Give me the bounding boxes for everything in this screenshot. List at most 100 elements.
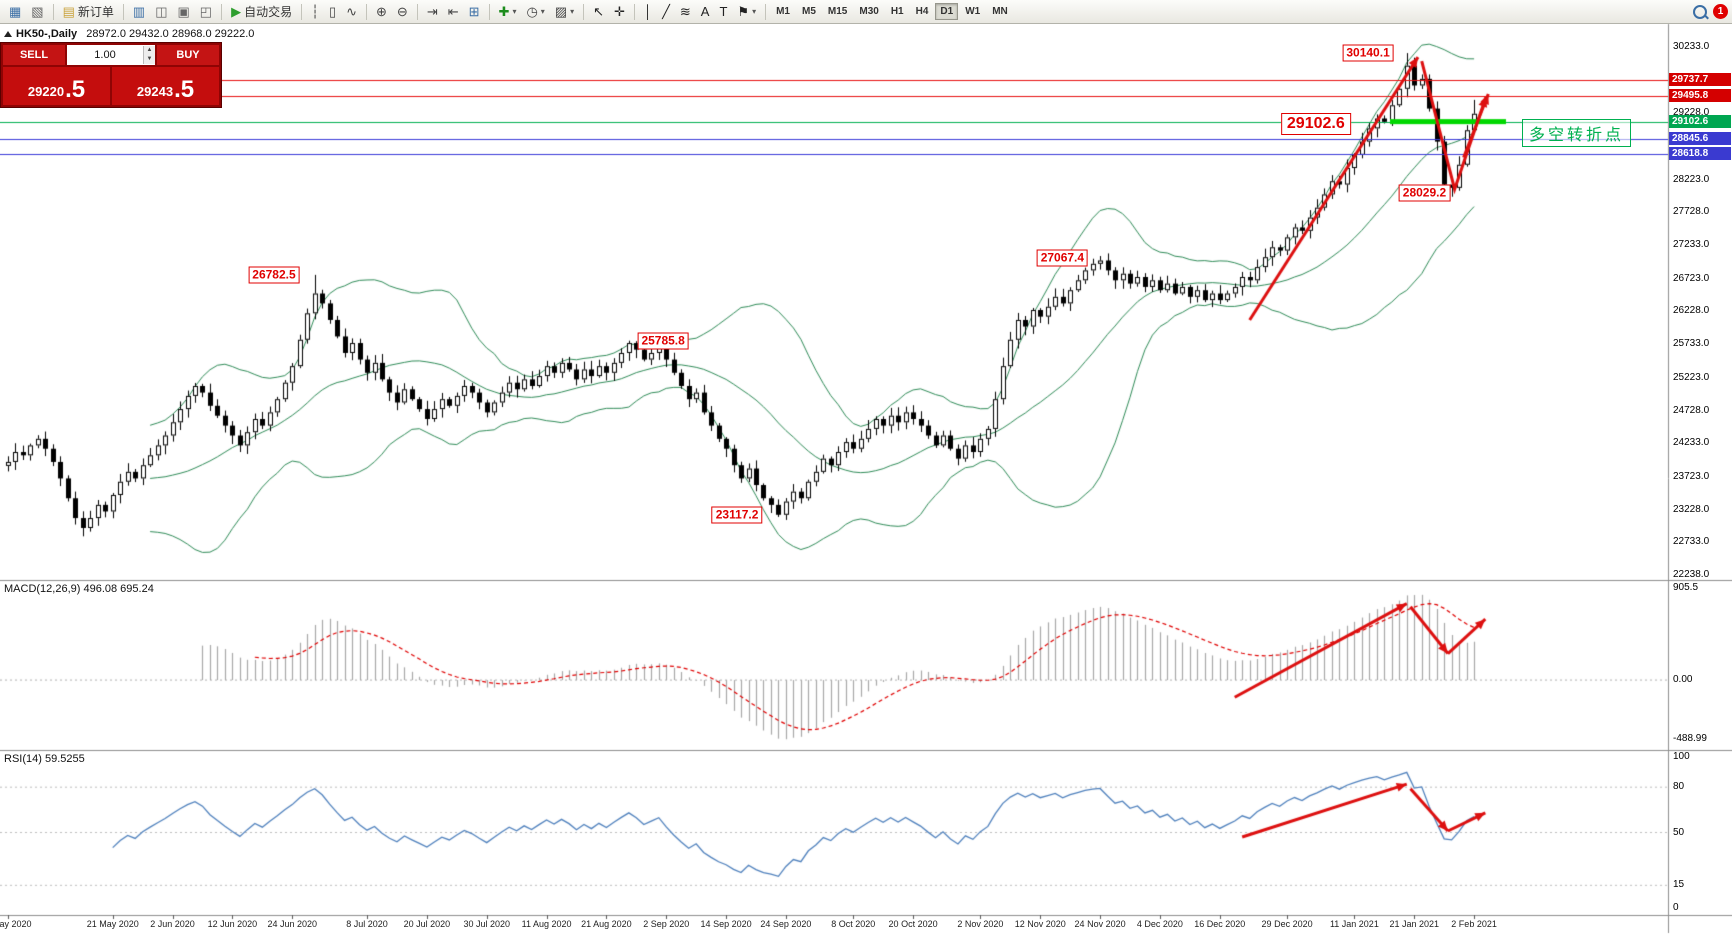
sell-button[interactable]: SELL — [3, 45, 65, 65]
timeframe-m30-button[interactable]: M30 — [859, 6, 879, 17]
navigator-button[interactable]: ▣ — [173, 3, 195, 21]
chart-candles-button[interactable]: ▯ — [324, 3, 341, 21]
date-axis-label: 30 Jul 2020 — [463, 919, 510, 929]
price-axis-tick: 27233.0 — [1673, 239, 1710, 251]
crosshair-button[interactable]: ✛ — [609, 3, 630, 21]
cursor-button[interactable]: ↖ — [588, 3, 609, 21]
chart-line-button[interactable]: ∿ — [341, 3, 362, 21]
new-chart-button[interactable]: ▦ — [4, 3, 26, 21]
date-axis-label: 4 Dec 2020 — [1136, 919, 1183, 929]
price-axis-tick: 22733.0 — [1673, 536, 1710, 548]
volume-down-icon[interactable]: ▼ — [144, 55, 155, 64]
zoom-in-button[interactable]: ⊕ — [371, 3, 392, 21]
one-click-collapse-button[interactable] — [4, 31, 12, 37]
volume-stepper[interactable]: ▲ ▼ — [143, 46, 155, 64]
timeframe-w1-button[interactable]: W1 — [965, 6, 981, 17]
price-level-badge[interactable]: 29737.7 — [1669, 73, 1731, 87]
buy-button[interactable]: BUY — [157, 45, 219, 65]
price-level-badge[interactable]: 28618.8 — [1669, 147, 1731, 161]
text-button[interactable]: A — [696, 3, 715, 21]
turning-point-label[interactable]: 多空转折点 — [1522, 119, 1632, 147]
price-annotation[interactable]: 25785.8 — [637, 332, 689, 350]
chart-bars-button[interactable]: ┆ — [306, 3, 324, 21]
timeframe-d1-button[interactable]: D1 — [935, 3, 959, 20]
terminal-button[interactable]: ◰ — [195, 3, 217, 21]
search-icon[interactable] — [1693, 4, 1707, 19]
price-axis-tick: 25733.0 — [1673, 338, 1710, 350]
price-axis-tick: 24233.0 — [1673, 437, 1710, 449]
text-label-button[interactable]: T — [714, 3, 732, 21]
timeframe-m15-button[interactable]: M15 — [827, 6, 848, 17]
templates-button[interactable]: ▨ ▾ — [550, 3, 579, 21]
date-axis-label: 1 May 2020 — [0, 919, 32, 929]
trade-panel-controls: SELL 1.00 ▲ ▼ BUY — [3, 45, 219, 65]
cursor-icon: ↖ — [593, 3, 605, 19]
toolbar-separator — [366, 3, 367, 20]
tile-windows-button[interactable]: ⊞ — [464, 3, 485, 21]
price-level-badge[interactable]: 28845.6 — [1669, 132, 1731, 146]
volume-field[interactable]: 1.00 ▲ ▼ — [67, 45, 155, 65]
templates-dropdown-icon[interactable]: ▾ — [570, 7, 575, 16]
timeframe-h4-button[interactable]: H4 — [915, 6, 929, 17]
market-watch-button[interactable]: ▥ — [128, 3, 150, 21]
date-axis-label: 16 Dec 2020 — [1194, 919, 1246, 929]
price-annotation[interactable]: 30140.1 — [1342, 44, 1394, 62]
indicators-add-button[interactable]: ✚ ▾ — [494, 3, 522, 21]
toolbar-separator — [488, 3, 490, 20]
chart-ohlc-values: 28972.0 29432.0 28968.0 29222.0 — [86, 28, 255, 40]
price-axis-tick: 27728.0 — [1673, 206, 1710, 218]
price-annotation[interactable]: 23117.2 — [711, 506, 763, 524]
timeframe-mn-button[interactable]: MN — [992, 6, 1008, 17]
timeframe-m5-button[interactable]: M5 — [802, 6, 816, 17]
auto-trading-button[interactable]: ▶ 自动交易 — [226, 3, 297, 21]
channel-icon: ≋ — [679, 3, 691, 19]
rsi-axis-tick: 0 — [1673, 902, 1679, 913]
shapes-button[interactable]: ⚑ ▾ — [732, 3, 761, 21]
new-chart-icon: ▦ — [9, 3, 22, 19]
data-window-button[interactable]: ◫ — [150, 3, 172, 21]
buy-price[interactable]: 29243 .5 — [112, 67, 219, 105]
price-level-badge[interactable]: 29495.8 — [1669, 89, 1731, 103]
notification-badge[interactable]: 1 — [1713, 4, 1728, 19]
rsi-axis-tick: 100 — [1673, 751, 1690, 762]
shapes-dropdown-icon[interactable]: ▾ — [752, 7, 757, 16]
price-annotation[interactable]: 27067.4 — [1036, 249, 1089, 267]
rsi-axis-tick: 50 — [1673, 826, 1685, 838]
price-annotation[interactable]: 29102.6 — [1280, 112, 1351, 135]
auto-scroll-button[interactable]: ⇥ — [422, 3, 443, 21]
date-axis-label: 2 Nov 2020 — [957, 919, 1004, 929]
price-annotation[interactable]: 26782.5 — [248, 266, 300, 284]
sell-price[interactable]: 29220 .5 — [3, 67, 110, 105]
date-axis-label: 21 Aug 2020 — [581, 919, 632, 929]
vertical-line-button[interactable]: │ — [639, 3, 657, 21]
chart-shift-button[interactable]: ⇤ — [443, 3, 464, 21]
chart-profiles-button[interactable]: ▧ — [26, 3, 48, 21]
toolbar-separator — [633, 3, 635, 20]
volume-up-icon[interactable]: ▲ — [144, 46, 155, 55]
tile-windows-icon: ⊞ — [468, 3, 480, 19]
periods-button[interactable]: ◷ ▾ — [521, 3, 549, 21]
date-axis-label: 12 Nov 2020 — [1014, 919, 1066, 929]
timeframe-h1-button[interactable]: H1 — [890, 6, 904, 17]
price-annotation[interactable]: 28029.2 — [1398, 184, 1451, 202]
new-order-icon: ▤ — [62, 3, 75, 19]
text-label-icon: T — [719, 3, 728, 19]
rsi-axis-tick: 80 — [1673, 781, 1685, 793]
periods-dropdown-icon[interactable]: ▾ — [540, 7, 545, 16]
indicators-add-dropdown-icon[interactable]: ▾ — [512, 7, 517, 16]
new-order-button[interactable]: ▤ 新订单 — [58, 3, 119, 21]
chart-line-icon: ∿ — [346, 3, 357, 19]
trendline-button[interactable]: ╱ — [657, 3, 675, 21]
volume-value[interactable]: 1.00 — [94, 49, 116, 61]
channel-button[interactable]: ≋ — [675, 3, 696, 21]
chart-profiles-icon: ▧ — [31, 3, 44, 19]
auto-trading-label: 自动交易 — [244, 5, 293, 19]
price-level-badge[interactable]: 29102.6 — [1669, 115, 1731, 129]
date-axis-label: 24 Jun 2020 — [267, 919, 318, 929]
data-window-icon: ◫ — [155, 3, 168, 19]
date-axis-label: 29 Dec 2020 — [1261, 919, 1313, 929]
zoom-out-button[interactable]: ⊖ — [392, 3, 413, 21]
timeframe-m1-button[interactable]: M1 — [776, 6, 790, 17]
price-axis-tick: 29228.0 — [1673, 107, 1710, 119]
